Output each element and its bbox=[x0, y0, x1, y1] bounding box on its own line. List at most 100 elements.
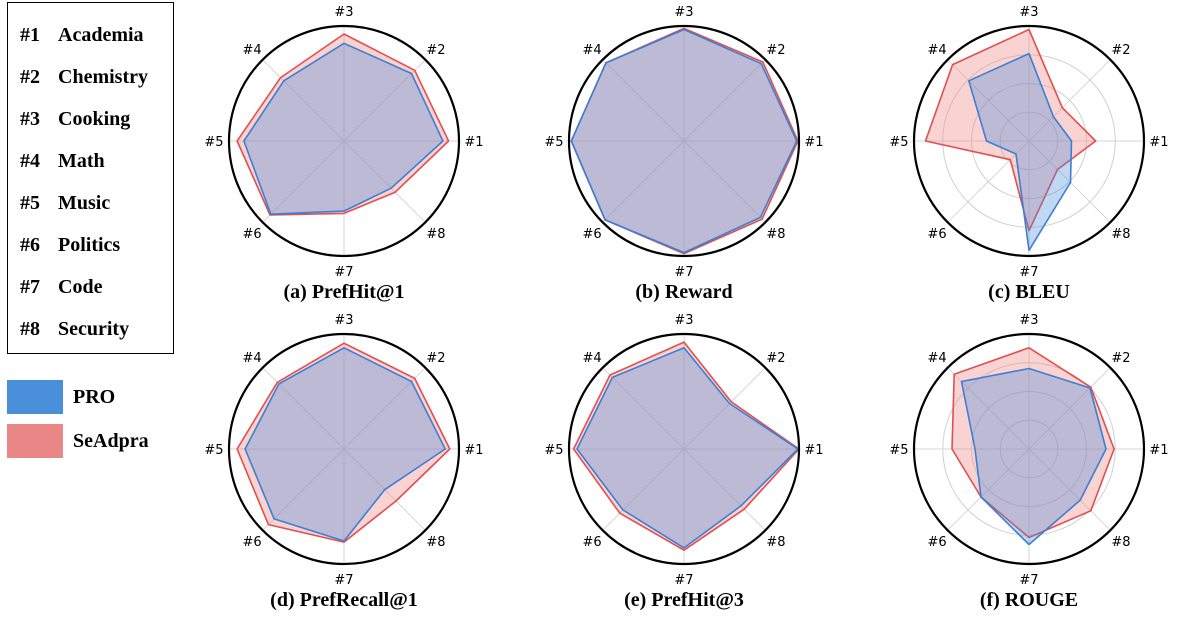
series-swatch-seadpra bbox=[7, 424, 63, 458]
chart-title: (a) PrefHit@1 bbox=[284, 281, 405, 303]
axis-label-1: #1 bbox=[464, 443, 483, 458]
axis-label-3: #3 bbox=[674, 5, 693, 20]
series-pro-area bbox=[967, 52, 1073, 252]
axis-label-1: #1 bbox=[1149, 443, 1168, 458]
spoke-8 bbox=[683, 140, 766, 223]
series-pro-area bbox=[960, 367, 1107, 546]
series-seadpra-area bbox=[572, 341, 800, 552]
radar-chart-1: #1 #2 #3 #4 #5 #6 #7 #8 (a) PrefHit@1 bbox=[204, 5, 483, 303]
radar-chart-5: #1 #2 #3 #4 #5 #6 #7 #8 (e) PrefHit@3 bbox=[544, 313, 823, 611]
spoke-2 bbox=[683, 367, 766, 450]
spoke-4 bbox=[262, 59, 345, 142]
axis-label-4: #4 bbox=[583, 351, 602, 366]
axis-label-2: #2 bbox=[1111, 43, 1130, 58]
spoke-2 bbox=[1028, 367, 1111, 450]
spoke-6 bbox=[262, 140, 345, 223]
series-pro-area bbox=[244, 346, 447, 542]
outer-ring bbox=[567, 332, 801, 566]
axis-label-4: #4 bbox=[243, 43, 262, 58]
axis-label-7: #7 bbox=[1019, 573, 1038, 588]
spoke-6 bbox=[602, 140, 685, 223]
spoke-4 bbox=[602, 59, 685, 142]
axis-label-8: #8 bbox=[766, 227, 785, 242]
axis-label-7: #7 bbox=[334, 265, 353, 280]
series-seadpra-area bbox=[951, 346, 1115, 539]
radar-chart-4: #1 #2 #3 #4 #5 #6 #7 #8 (d) PrefRecall@1 bbox=[204, 313, 483, 611]
axis-label-3: #3 bbox=[674, 313, 693, 328]
axis-label-2: #2 bbox=[1111, 351, 1130, 366]
chart-title: (f) ROUGE bbox=[980, 589, 1078, 611]
axis-label-8: #8 bbox=[426, 535, 445, 550]
spoke-8 bbox=[1028, 448, 1111, 531]
axis-label-2: #2 bbox=[766, 43, 785, 58]
series-pro-area bbox=[243, 42, 444, 215]
axis-label-3: #3 bbox=[1019, 313, 1038, 328]
axis-label-3: #3 bbox=[334, 5, 353, 20]
axis-label-4: #4 bbox=[928, 351, 947, 366]
axis-label-6: #6 bbox=[583, 227, 602, 242]
series-seadpra-area bbox=[236, 33, 450, 216]
axis-label-8: #8 bbox=[1111, 535, 1130, 550]
legend-category-cooking: #3 Cooking bbox=[20, 108, 131, 130]
axis-label-5: #5 bbox=[544, 135, 563, 150]
axis-label-3: #3 bbox=[334, 313, 353, 328]
axis-label-5: #5 bbox=[889, 135, 908, 150]
axis-label-1: #1 bbox=[1149, 135, 1168, 150]
axis-label-4: #4 bbox=[928, 43, 947, 58]
radar-chart-2: #1 #2 #3 #4 #5 #6 #7 #8 (b) Reward bbox=[544, 5, 823, 303]
legend-category-chemistry: #2 Chemistry bbox=[20, 66, 148, 88]
spoke-8 bbox=[683, 448, 766, 531]
axis-label-6: #6 bbox=[928, 535, 947, 550]
series-label-seadpra: SeAdpra bbox=[73, 430, 149, 452]
axis-label-6: #6 bbox=[928, 227, 947, 242]
axis-label-2: #2 bbox=[426, 351, 445, 366]
series-label-pro: PRO bbox=[73, 386, 116, 408]
radar-chart-6: #1 #2 #3 #4 #5 #6 #7 #8 (f) ROUGE bbox=[889, 313, 1168, 611]
axis-label-8: #8 bbox=[426, 227, 445, 242]
axis-label-1: #1 bbox=[464, 135, 483, 150]
category-legend: #1 Academia #2 Chemistry #3 Cooking #4 Math … bbox=[7, 2, 174, 354]
series-pro-area bbox=[576, 346, 799, 549]
axis-label-4: #4 bbox=[243, 351, 262, 366]
legend-category-politics: #6 Politics bbox=[20, 234, 121, 256]
axis-label-5: #5 bbox=[204, 135, 223, 150]
axis-label-8: #8 bbox=[766, 535, 785, 550]
axis-label-5: #5 bbox=[544, 443, 563, 458]
spoke-2 bbox=[683, 59, 766, 142]
legend-category-music: #5 Music bbox=[20, 192, 111, 214]
series-pro-area bbox=[570, 28, 798, 254]
axis-label-7: #7 bbox=[334, 573, 353, 588]
spoke-6 bbox=[262, 448, 345, 531]
spoke-4 bbox=[262, 367, 345, 450]
axis-label-6: #6 bbox=[583, 535, 602, 550]
legend-category-code: #7 Code bbox=[20, 276, 103, 298]
outer-ring bbox=[227, 332, 461, 566]
chart-title: (b) Reward bbox=[635, 281, 732, 303]
axis-label-5: #5 bbox=[204, 443, 223, 458]
radar-chart-3: #1 #2 #3 #4 #5 #6 #7 #8 (c) BLEU bbox=[889, 5, 1168, 303]
spoke-2 bbox=[1028, 59, 1111, 142]
spoke-4 bbox=[947, 59, 1030, 142]
series-swatch-pro bbox=[7, 380, 63, 414]
axis-label-3: #3 bbox=[1019, 5, 1038, 20]
chart-title: (e) PrefHit@3 bbox=[624, 589, 744, 611]
axis-label-4: #4 bbox=[583, 43, 602, 58]
axis-label-1: #1 bbox=[804, 135, 823, 150]
series-seadpra-area bbox=[236, 342, 451, 543]
spoke-8 bbox=[1028, 140, 1111, 223]
axis-label-8: #8 bbox=[1111, 227, 1130, 242]
chart-title: (c) BLEU bbox=[988, 281, 1070, 303]
legend-category-academia: #1 Academia bbox=[20, 24, 144, 46]
axis-label-7: #7 bbox=[674, 265, 693, 280]
axis-label-7: #7 bbox=[1019, 265, 1038, 280]
axis-label-2: #2 bbox=[766, 351, 785, 366]
outer-ring bbox=[567, 24, 801, 258]
axis-label-2: #2 bbox=[426, 43, 445, 58]
axis-label-6: #6 bbox=[243, 535, 262, 550]
outer-ring bbox=[227, 24, 461, 258]
spoke-4 bbox=[602, 367, 685, 450]
axis-label-6: #6 bbox=[243, 227, 262, 242]
series-seadpra-area bbox=[924, 28, 1097, 232]
legend-category-math: #4 Math bbox=[20, 150, 105, 172]
